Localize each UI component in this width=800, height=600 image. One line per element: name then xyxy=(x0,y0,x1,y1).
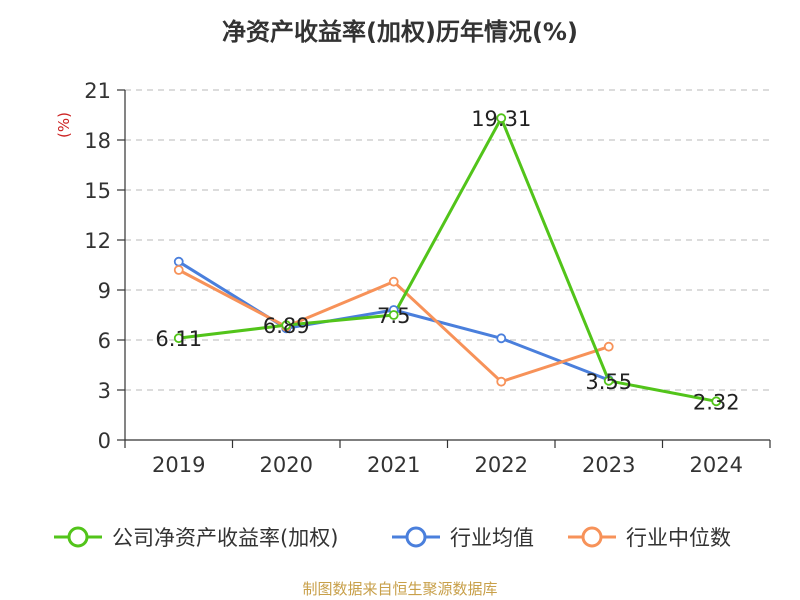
data-point-1 xyxy=(173,256,184,267)
y-tick-label: 3 xyxy=(98,379,111,403)
legend-label-industry-mean: 行业均值 xyxy=(450,526,534,550)
chart-plot: 0 3 6 9 12 15 18 21 (%) 2019 2020 2021 2022 2023 2024 6… xyxy=(55,79,771,477)
y-axis-label: (%) xyxy=(55,112,73,138)
data-point-0 xyxy=(388,310,399,320)
legend-swatch-company xyxy=(54,526,102,548)
data-point-0 xyxy=(496,113,507,124)
y-tick-label: 21 xyxy=(84,79,111,103)
data-label: 6.89 xyxy=(263,314,310,338)
data-label: 7.5 xyxy=(377,304,410,328)
legend-label-industry-median: 行业中位数 xyxy=(626,526,731,550)
data-label: 2.32 xyxy=(693,390,740,414)
data-point-2 xyxy=(388,276,399,287)
x-tick-label: 2024 xyxy=(690,453,743,477)
data-point-0 xyxy=(711,396,722,407)
data-label: 3.55 xyxy=(585,370,632,394)
data-label: 6.11 xyxy=(155,327,202,351)
y-tick-label: 6 xyxy=(98,329,111,353)
legend-swatch-industry-median xyxy=(568,526,616,548)
legend: 公司净资产收益率(加权) 行业均值 行业中位数 xyxy=(0,522,800,552)
x-tick-label: 2020 xyxy=(260,453,313,477)
legend-label-company: 公司净资产收益率(加权) xyxy=(112,526,339,550)
y-tick-label: 0 xyxy=(98,429,111,453)
y-tick-label: 15 xyxy=(84,179,111,203)
data-label: 19.31 xyxy=(471,107,531,131)
legend-swatch-industry-mean xyxy=(392,526,440,548)
y-tick-label: 12 xyxy=(84,229,111,253)
legend-item-industry-mean[interactable]: 行业均值 xyxy=(390,522,534,552)
x-tick-label: 2021 xyxy=(367,453,420,477)
y-tick-label: 9 xyxy=(98,279,111,303)
data-source-note: 制图数据来自恒生聚源数据库 xyxy=(302,580,498,598)
data-point-0 xyxy=(281,320,292,331)
x-tick-label: 2019 xyxy=(152,453,205,477)
data-point-2 xyxy=(173,265,184,275)
data-point-1 xyxy=(496,333,507,344)
data-point-0 xyxy=(603,375,614,386)
y-tick-label: 18 xyxy=(84,129,111,153)
legend-item-company[interactable]: 公司净资产收益率(加权) xyxy=(52,522,338,552)
data-point-2 xyxy=(603,341,614,352)
data-point-0 xyxy=(173,333,184,344)
x-tick-label: 2022 xyxy=(475,453,528,477)
chart-title: 净资产收益率(加权)历年情况(%) xyxy=(222,18,578,46)
series-line-0 xyxy=(178,116,717,403)
x-tick-label: 2023 xyxy=(582,453,635,477)
legend-item-industry-median[interactable]: 行业中位数 xyxy=(566,522,731,552)
data-point-2 xyxy=(496,376,507,387)
